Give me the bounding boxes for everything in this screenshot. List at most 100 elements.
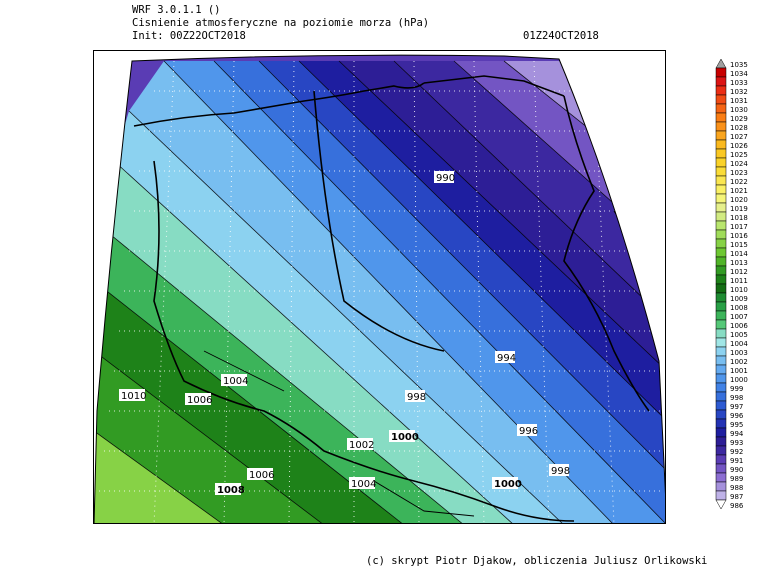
- colorbar-swatch: [715, 364, 727, 375]
- colorbar-label: 1007: [730, 313, 748, 321]
- colorbar-swatch: [715, 310, 727, 321]
- colorbar-swatch: [715, 445, 727, 456]
- contour-label: 998: [407, 392, 426, 403]
- pressure-field: [94, 55, 665, 523]
- colorbar-label: 1009: [730, 295, 748, 303]
- contour-label: 1002: [349, 440, 374, 451]
- colorbar-label: 1028: [730, 124, 748, 132]
- colorbar-swatch: [715, 175, 727, 186]
- colorbar-swatch: [715, 499, 727, 510]
- colorbar-swatch: [715, 112, 727, 123]
- colorbar-label: 1005: [730, 331, 748, 339]
- colorbar-label: 1016: [730, 232, 748, 240]
- colorbar-swatch: [715, 211, 727, 222]
- colorbar-swatch: [715, 94, 727, 105]
- colorbar-swatch: [715, 76, 727, 87]
- colorbar-swatch: [715, 373, 727, 384]
- colorbar-label: 995: [730, 421, 743, 429]
- colorbar-label: 1004: [730, 340, 748, 348]
- colorbar-label: 1018: [730, 214, 748, 222]
- colorbar-swatch: [715, 346, 727, 357]
- colorbar-swatch: [715, 139, 727, 150]
- colorbar-label: 1035: [730, 61, 748, 69]
- contour-label: 996: [519, 426, 538, 437]
- contour-label: 1004: [351, 479, 376, 490]
- colorbar-label: 1010: [730, 286, 748, 294]
- colorbar-label: 1027: [730, 133, 748, 141]
- colorbar-label: 1026: [730, 142, 748, 150]
- colorbar-label: 989: [730, 475, 743, 483]
- contour-label: 1006: [187, 395, 212, 406]
- colorbar-label: 1002: [730, 358, 748, 366]
- colorbar-label: 991: [730, 457, 743, 465]
- colorbar-label: 1011: [730, 277, 748, 285]
- colorbar-label: 1017: [730, 223, 748, 231]
- colorbar-swatch: [715, 436, 727, 447]
- colorbar-swatch: [715, 130, 727, 141]
- colorbar-label: 992: [730, 448, 743, 456]
- colorbar-swatch: [715, 274, 727, 285]
- contour-label: 1000: [494, 479, 522, 490]
- colorbar-label: 993: [730, 439, 743, 447]
- colorbar-swatch: [715, 472, 727, 483]
- colorbar-label: 1013: [730, 259, 748, 267]
- colorbar-label: 1015: [730, 241, 748, 249]
- colorbar-swatch: [715, 292, 727, 303]
- colorbar-swatch: [715, 418, 727, 429]
- contour-labels: 990 994 998 996 998 1000 1000 1002 1004 …: [119, 171, 570, 496]
- pressure-map-svg: 990 994 998 996 998 1000 1000 1002 1004 …: [94, 54, 665, 523]
- colorbar-swatch: [715, 256, 727, 267]
- colorbar-label: 996: [730, 412, 744, 420]
- colorbar-label: 1014: [730, 250, 748, 258]
- valid-time: 01Z24OCT2018: [523, 30, 599, 42]
- colorbar-swatch: [715, 463, 727, 474]
- colorbar-swatch: [715, 220, 727, 231]
- colorbar-swatch: [715, 328, 727, 339]
- contour-label: 998: [551, 466, 570, 477]
- colorbar-swatch: [715, 481, 727, 492]
- colorbar-swatch: [715, 319, 727, 330]
- colorbar-label: 1030: [730, 106, 748, 114]
- colorbar-label: 1021: [730, 187, 748, 195]
- colorbar-label: 1008: [730, 304, 748, 312]
- colorbar-label: 994: [730, 430, 744, 438]
- colorbar-swatch: [715, 59, 727, 69]
- colorbar-swatch: [715, 409, 727, 420]
- colorbar-label: 1019: [730, 205, 748, 213]
- colorbar-label: 1006: [730, 322, 748, 330]
- colorbar-swatch: [715, 229, 727, 240]
- colorbar-label: 1020: [730, 196, 748, 204]
- colorbar-swatch: [715, 157, 727, 168]
- colorbar-swatch: [715, 337, 727, 348]
- colorbar-swatch: [715, 85, 727, 96]
- colorbar-label: 1032: [730, 88, 748, 96]
- colorbar-label: 999: [730, 385, 743, 393]
- variable-title: Cisnienie atmosferyczne na poziomie morz…: [132, 17, 430, 29]
- pressure-map: 990 994 998 996 998 1000 1000 1002 1004 …: [93, 50, 666, 524]
- colorbar-swatch: [715, 193, 727, 204]
- colorbar-swatch: [715, 301, 727, 312]
- colorbar-swatch: [715, 427, 727, 438]
- colorbar-swatch: [715, 103, 727, 114]
- colorbar-label: 1023: [730, 169, 748, 177]
- colorbar-swatch: [715, 67, 727, 78]
- colorbar-swatch: [715, 391, 727, 402]
- contour-label: 990: [436, 173, 455, 184]
- colorbar-swatch: [715, 454, 727, 465]
- colorbar-label: 1024: [730, 160, 748, 168]
- colorbar-swatch: [715, 184, 727, 195]
- colorbar: 1035103410331032103110301029102810271026…: [715, 59, 748, 510]
- colorbar-swatch: [715, 121, 727, 132]
- colorbar-label: 1025: [730, 151, 748, 159]
- contour-label: 1004: [223, 376, 248, 387]
- colorbar-label: 987: [730, 493, 743, 501]
- colorbar-label: 998: [730, 394, 743, 402]
- colorbar-label: 997: [730, 403, 743, 411]
- colorbar-label: 986: [730, 502, 744, 510]
- colorbar-swatch: [715, 490, 727, 501]
- model-version: WRF 3.0.1.1 (): [132, 4, 221, 16]
- colorbar-swatch: [715, 283, 727, 294]
- colorbar-label: 1031: [730, 97, 748, 105]
- colorbar-label: 1012: [730, 268, 748, 276]
- colorbar-swatch: [715, 247, 727, 258]
